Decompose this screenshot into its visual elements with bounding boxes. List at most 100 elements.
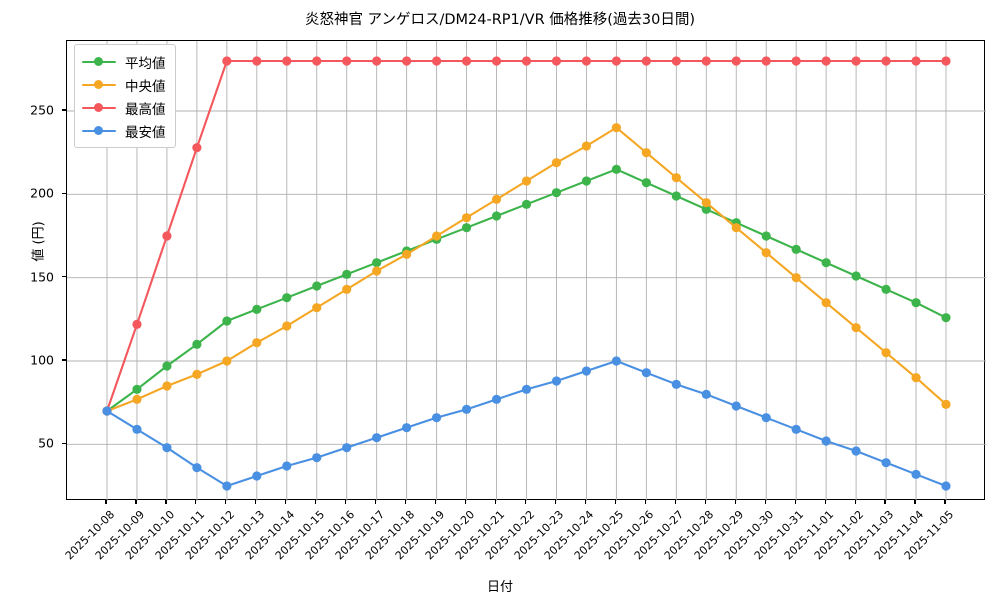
x-tick-label: 2025-10-16 [302,508,357,563]
x-axis-label: 日付 [486,580,513,595]
data-point [911,298,921,308]
data-point [461,223,472,233]
data-point [821,436,831,446]
data-point [611,164,621,174]
data-point [851,56,861,66]
x-tick-label: 2025-10-17 [332,508,387,563]
data-point [641,148,651,158]
data-point [252,56,262,66]
legend-item-4[interactable]: 最安値 [82,119,166,142]
data-point [372,266,382,276]
data-point [581,56,592,66]
data-point [551,376,562,386]
data-point [402,249,412,259]
legend-marker-icon [82,124,116,138]
data-point [941,399,951,409]
data-point [791,273,801,283]
x-tick-label: 2025-10-13 [212,508,268,563]
data-point [342,56,352,66]
data-point [851,323,861,333]
data-point [222,481,232,491]
data-point [641,368,651,378]
legend-marker-icon [82,101,116,115]
data-point [911,373,921,383]
data-point [342,284,352,294]
data-point [402,423,412,433]
data-point [342,443,352,453]
x-tick-label: 2025-10-14 [242,508,297,563]
data-point [491,211,502,221]
data-point [881,458,891,468]
data-point [701,204,711,214]
data-point [701,198,711,208]
data-point [791,244,801,254]
data-point [402,56,412,66]
data-point [851,271,861,281]
data-point [881,284,891,294]
y-axis-label: 値 (円) [31,221,47,262]
data-point [761,56,771,66]
grid-lines [67,41,986,501]
data-point [491,56,502,66]
data-point [701,56,711,66]
x-tick-label: 2025-10-22 [482,508,537,563]
x-tick-label: 2025-11-01 [781,508,837,563]
data-point [102,406,112,416]
data-point [761,231,771,241]
legend-item-label: 最高値 [125,101,166,118]
legend-item-3[interactable]: 最高値 [82,96,166,119]
y-tick-label: 100 [30,352,54,368]
data-point [162,361,172,371]
x-tick-label: 2025-10-24 [542,508,597,563]
data-point [222,316,232,326]
legend-item-label: 中央値 [125,78,166,95]
data-point [551,56,562,66]
legend-item-2[interactable]: 中央値 [82,73,166,96]
legend-marker-icon [82,78,116,92]
data-point [671,379,681,389]
data-point [461,404,472,414]
data-point [851,446,861,456]
data-point [821,258,831,268]
chart-title: 炎怒神官 アンゲロス/DM24-RP1/VR 価格推移(過去30日間) [304,12,696,28]
x-tick-label: 2025-10-21 [452,508,507,563]
data-point [252,338,262,348]
chart-legend: 平均値中央値最高値 最安値 [74,44,176,148]
data-point [521,176,532,186]
data-point [911,56,921,66]
data-point [791,424,801,434]
data-point [941,481,951,491]
data-point [941,313,951,323]
x-tick-label: 2025-10-11 [152,508,208,563]
data-point [581,176,592,186]
data-point [461,56,472,66]
data-point [192,369,202,379]
x-tick-label: 2025-10-19 [392,508,447,563]
data-point [132,384,142,394]
data-point [551,158,562,168]
data-point [372,433,382,443]
x-tick-label: 2025-10-25 [572,508,627,563]
series-4 [102,356,951,491]
x-tick-label: 2025-11-05 [901,508,957,563]
data-point [342,269,352,279]
data-point [791,56,801,66]
data-point [132,319,142,329]
data-point [761,248,771,258]
legend-item-1[interactable]: 平均値 [82,50,166,73]
x-tick-label: 2025-11-04 [871,508,927,563]
x-tick-label: 2025-10-15 [272,508,327,563]
data-point [671,191,681,201]
data-point [222,356,232,366]
plot-svg [67,41,986,501]
series-3 [102,56,951,416]
x-tick-label: 2025-10-29 [692,508,747,563]
data-point [132,394,142,404]
x-tick-label: 2025-11-02 [811,508,867,563]
data-point [881,348,891,358]
data-point [701,389,711,399]
legend-marker-icon [82,55,116,69]
data-point [941,56,951,66]
data-point [581,141,592,151]
